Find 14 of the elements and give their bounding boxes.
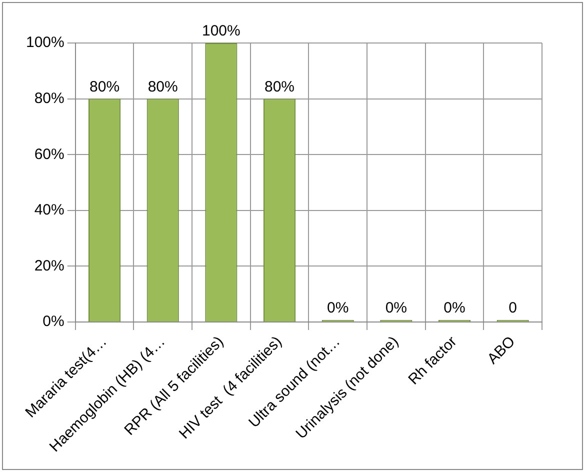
y-tick-label: 80% [34,90,64,107]
data-label: 80% [148,78,178,96]
data-label: 0% [444,300,466,317]
data-label: 0% [385,300,408,317]
data-label: 0% [327,300,349,317]
y-tick-label: 60% [34,146,64,163]
y-tick-label: 20% [34,257,64,274]
y-tick-label: 0% [42,313,64,330]
data-label: 0 [508,300,518,317]
data-label: 80% [264,78,295,96]
y-tick-label: 100% [26,34,64,52]
data-label: 100% [202,22,240,40]
y-tick-label: 40% [34,202,64,219]
data-label: 80% [90,78,120,96]
